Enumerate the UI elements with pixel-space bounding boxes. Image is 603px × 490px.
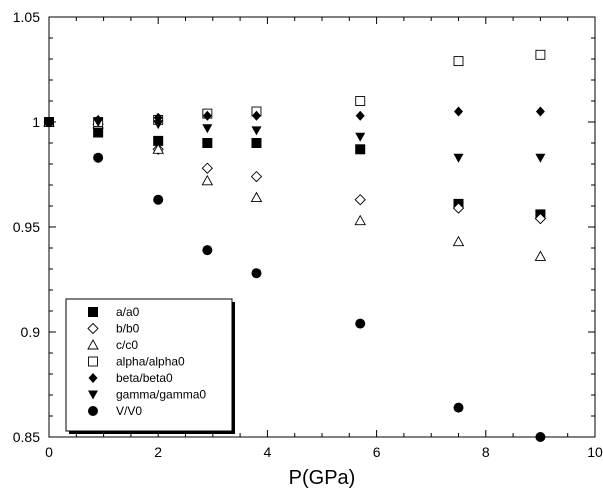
data-point [355,144,366,155]
data-point [354,214,366,226]
legend-marker [88,307,98,317]
data-marks [43,49,547,442]
legend-label: c/c0 [116,338,138,352]
data-point [355,96,366,106]
data-point [251,268,262,279]
data-point [202,138,213,148]
data-point [535,49,546,60]
data-point [453,56,464,67]
legend: a/a0 b/b0 c/c0 alpha/alpha0 beta/beta0 gamma/… [65,298,235,434]
data-point [152,143,164,154]
data-point [354,194,366,206]
data-point [251,126,262,136]
x-tick-label: 0 [45,444,53,460]
data-point [153,120,164,130]
legend-label: alpha/alpha0 [116,355,185,369]
data-point [535,432,546,442]
legend-label: a/a0 [116,305,140,319]
data-point [534,212,547,225]
legend-label: gamma/gamma0 [116,388,206,402]
data-point [202,110,212,121]
data-point [251,110,261,121]
tick-labels: 0 2 4 6 8 10 0.85 0.9 0.95 1 1.05 [13,9,603,460]
legend-marker [87,339,99,350]
data-point [535,153,546,163]
data-point [452,202,465,214]
data-point [355,132,366,142]
y-tick-label: 0.95 [13,219,40,235]
data-point [453,153,464,163]
data-point [153,135,164,146]
data-point [355,318,366,329]
legend-marker [88,390,98,400]
data-point [93,152,104,163]
data-point [202,245,213,256]
data-point [250,170,263,183]
data-point [93,118,104,127]
y-tick-label: 0.9 [21,324,41,340]
data-point [201,174,214,186]
data-point [535,106,545,117]
data-point [534,250,547,261]
data-point [452,235,465,247]
x-tick-label: 2 [154,444,162,460]
data-point [454,106,463,117]
x-tick-label: 6 [373,444,381,460]
x-tick-label: 4 [264,444,272,460]
legend-marker [88,356,98,367]
legend-marker [87,322,99,335]
x-tick-label: 8 [482,444,490,460]
x-axis-title: P(GPa) [289,467,356,489]
data-point [44,117,54,127]
y-tick-label: 1.05 [13,9,40,25]
legend-items: a/a0 b/b0 c/c0 alpha/alpha0 beta/beta0 gamma/… [87,305,206,418]
data-point [355,110,365,121]
legend-marker [88,406,98,416]
legend-label: beta/beta0 [116,371,173,385]
legend-label: V/V0 [116,404,142,418]
data-point [201,162,213,174]
legend-label: b/b0 [116,322,140,336]
data-point [251,138,262,148]
y-tick-label: 0.85 [13,429,40,445]
x-tick-label: 10 [587,444,603,460]
data-point [453,402,464,413]
data-point [250,191,263,203]
legend-marker [88,373,98,383]
y-tick-label: 1 [32,114,40,130]
data-point [202,124,213,134]
data-point [93,127,104,138]
data-point [153,194,164,205]
